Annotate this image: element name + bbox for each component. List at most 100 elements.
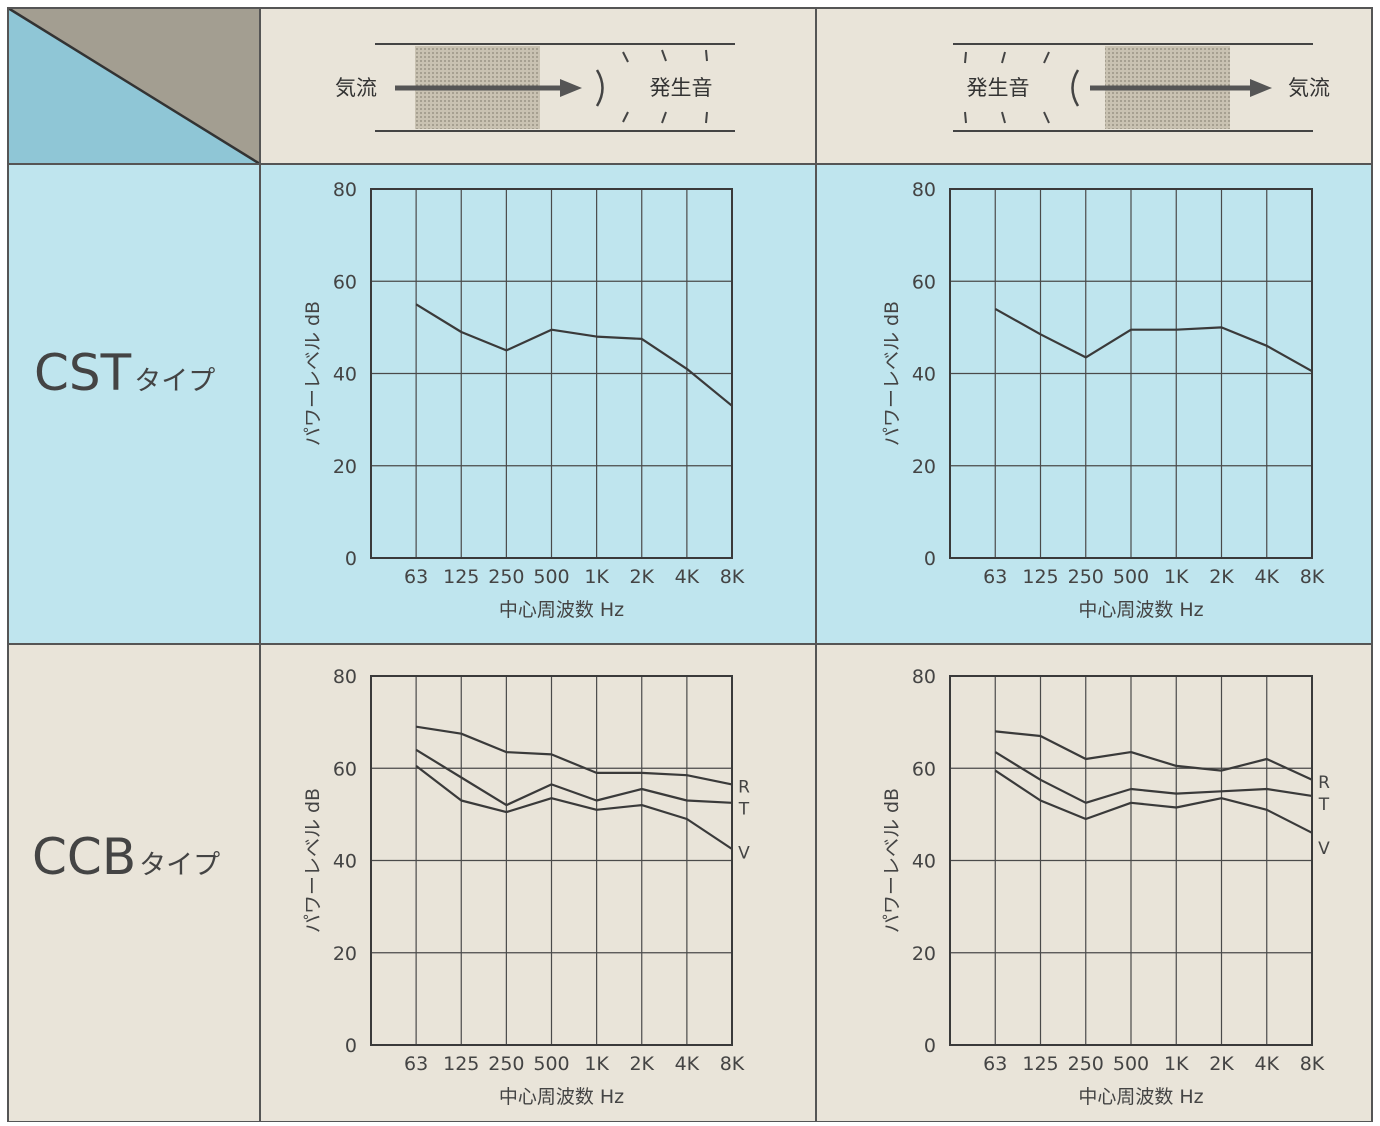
x-tick-label: 250 [1068, 1053, 1104, 1075]
x-axis-label: 中心周波数 Hz [1078, 599, 1203, 621]
y-tick-label: 60 [333, 271, 357, 293]
series-line [415, 765, 733, 850]
row-cst-left-bg [260, 164, 816, 644]
y-tick-label: 80 [333, 666, 357, 688]
generated-sound-label-left: 発生音 [650, 76, 713, 100]
chart-cst-right: 0 20 40 60 80 63 125 250 500 1K 2K 4K 8K 中心周波数 Hz パワーレ… [881, 179, 1325, 621]
y-tick-label: 40 [912, 851, 936, 873]
y-tick-label: 0 [924, 1035, 936, 1057]
x-tick-label: 125 [1022, 1053, 1058, 1075]
sound-ticks-left [622, 49, 708, 124]
x-tick-label: 1K [1164, 566, 1189, 588]
plot-frame [949, 675, 1313, 1046]
plot-frame [370, 188, 733, 559]
x-tick-label: 125 [1022, 566, 1058, 588]
y-axis-label: パワーレベル dB [881, 301, 903, 446]
x-tick-label: 500 [533, 566, 569, 588]
airflow-arrowhead-left [560, 79, 582, 97]
x-tick-label: 2K [1209, 566, 1234, 588]
x-axis-label: 中心周波数 Hz [1078, 1086, 1203, 1108]
x-tick-label: 250 [1068, 566, 1104, 588]
x-tick-label: 8K [720, 1053, 745, 1075]
x-tick-label: 4K [675, 1053, 700, 1075]
x-tick-label: 250 [488, 1053, 524, 1075]
header-left-diagram: 気流 発生音 [335, 43, 735, 132]
airflow-label-left: 気流 [335, 76, 377, 100]
series-label-t: T [1318, 795, 1330, 815]
row-cst-right-bg [816, 164, 1372, 644]
y-tick-label: 40 [912, 364, 936, 386]
x-tick-label: 250 [488, 566, 524, 588]
series-line [415, 748, 733, 807]
table-borders [7, 7, 1373, 1123]
series-label-r: R [1318, 773, 1330, 793]
header-right-diagram: 発生音 気流 [953, 43, 1330, 132]
row-label-ccb-name: CCB [32, 828, 136, 886]
series-label-t: T [738, 799, 750, 819]
row-ccb-left-bg [260, 644, 816, 1122]
x-tick-label: 8K [1300, 566, 1325, 588]
row-ccb-right-bg [816, 644, 1372, 1122]
row-cst-label-bg [8, 164, 260, 644]
plot-frame [370, 675, 733, 1046]
y-tick-label: 0 [345, 548, 357, 570]
y-tick-label: 40 [333, 851, 357, 873]
y-tick-label: 80 [912, 179, 936, 201]
x-tick-label: 8K [720, 566, 745, 588]
x-tick-label: 63 [404, 1053, 428, 1075]
chart-ccb-left: 0 20 40 60 80 63 125 250 500 1K 2K 4K 8K 中心周波数 Hz パワーレ… [302, 666, 750, 1108]
y-tick-label: 80 [912, 666, 936, 688]
series-line [994, 769, 1313, 834]
chart-cst-left: 0 20 40 60 80 63 125 250 500 1K 2K 4K 8K 中心周波数 Hz パワーレ… [302, 179, 745, 621]
x-tick-label: 63 [404, 566, 428, 588]
plot-frame [949, 188, 1313, 559]
x-tick-label: 500 [533, 1053, 569, 1075]
series-line [994, 751, 1313, 804]
sound-wave-left [595, 69, 604, 107]
y-tick-label: 0 [924, 548, 936, 570]
y-axis-label: パワーレベル dB [302, 301, 324, 446]
series-label-v: V [1318, 839, 1330, 859]
y-tick-label: 20 [333, 943, 357, 965]
row-label-ccb: CCB タイプ [32, 828, 220, 886]
y-axis-label: パワーレベル dB [302, 788, 324, 933]
row-label-cst: CST タイプ [34, 344, 215, 402]
airflow-label-right: 気流 [1288, 76, 1330, 100]
x-tick-label: 500 [1113, 1053, 1149, 1075]
row-ccb-label-bg [8, 644, 260, 1122]
series-line [995, 730, 1313, 781]
series-line [415, 303, 733, 407]
y-tick-label: 20 [912, 943, 936, 965]
x-tick-label: 8K [1300, 1053, 1325, 1075]
row-label-cst-suffix: タイプ [134, 366, 215, 397]
y-tick-label: 20 [333, 456, 357, 478]
x-tick-label: 63 [983, 566, 1007, 588]
x-tick-label: 63 [983, 1053, 1007, 1075]
y-tick-label: 60 [912, 271, 936, 293]
corner-diagonal [7, 6, 261, 166]
airflow-arrowhead-right [1250, 79, 1272, 97]
x-tick-label: 4K [675, 566, 700, 588]
x-axis-label: 中心周波数 Hz [499, 1086, 624, 1108]
row-label-ccb-suffix: タイプ [139, 850, 220, 881]
series-line [994, 307, 1313, 373]
x-tick-label: 125 [443, 566, 479, 588]
x-tick-label: 1K [1164, 1053, 1189, 1075]
generated-sound-label-right: 発生音 [967, 76, 1030, 100]
y-tick-label: 80 [333, 179, 357, 201]
series-label-v: V [738, 843, 750, 863]
x-tick-label: 2K [1209, 1053, 1234, 1075]
x-tick-label: 4K [1254, 566, 1279, 588]
y-tick-label: 20 [912, 456, 936, 478]
series-line [415, 725, 733, 786]
chart-ccb-right: 0 20 40 60 80 63 125 250 500 1K 2K 4K 8K 中心周波数 Hz パワーレ… [881, 666, 1330, 1108]
x-tick-label: 500 [1113, 566, 1149, 588]
x-tick-label: 125 [443, 1053, 479, 1075]
y-tick-label: 40 [333, 364, 357, 386]
x-tick-label: 1K [584, 566, 609, 588]
x-tick-label: 2K [629, 1053, 654, 1075]
sound-ticks-right [964, 51, 1050, 124]
x-tick-label: 1K [584, 1053, 609, 1075]
